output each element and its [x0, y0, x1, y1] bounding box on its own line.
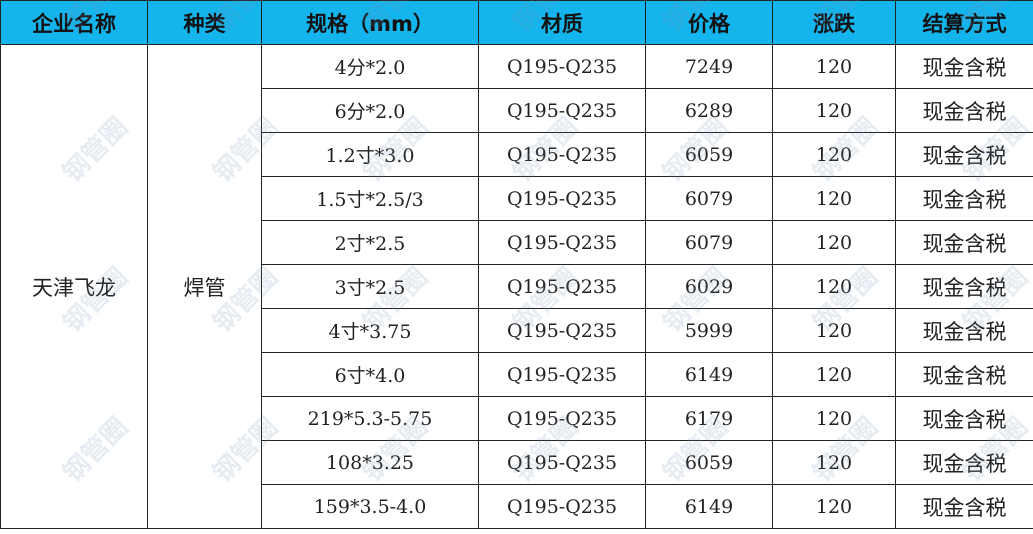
price-cell: 6149	[646, 353, 773, 397]
spec-cell: 6分*2.0	[262, 89, 479, 133]
price-cell: 5999	[646, 309, 773, 353]
price-cell: 6059	[646, 441, 773, 485]
material-cell: Q195-Q235	[479, 89, 646, 133]
price-cell: 6149	[646, 485, 773, 529]
price-cell: 6029	[646, 265, 773, 309]
spec-cell: 3寸*2.5	[262, 265, 479, 309]
settlement-cell: 现金含税	[896, 265, 1033, 309]
settlement-cell: 现金含税	[896, 89, 1033, 133]
change-cell: 120	[773, 485, 896, 529]
header-change: 涨跌	[773, 1, 896, 45]
header-category: 种类	[148, 1, 262, 45]
change-cell: 120	[773, 397, 896, 441]
spec-cell: 2寸*2.5	[262, 221, 479, 265]
header-settlement: 结算方式	[896, 1, 1033, 45]
material-cell: Q195-Q235	[479, 353, 646, 397]
header-price: 价格	[646, 1, 773, 45]
settlement-cell: 现金含税	[896, 485, 1033, 529]
settlement-cell: 现金含税	[896, 397, 1033, 441]
change-cell: 120	[773, 89, 896, 133]
change-cell: 120	[773, 441, 896, 485]
change-cell: 120	[773, 221, 896, 265]
settlement-cell: 现金含税	[896, 45, 1033, 89]
change-cell: 120	[773, 133, 896, 177]
spec-cell: 4寸*3.75	[262, 309, 479, 353]
material-cell: Q195-Q235	[479, 133, 646, 177]
material-cell: Q195-Q235	[479, 177, 646, 221]
spec-cell: 4分*2.0	[262, 45, 479, 89]
settlement-cell: 现金含税	[896, 221, 1033, 265]
settlement-cell: 现金含税	[896, 133, 1033, 177]
spec-cell: 108*3.25	[262, 441, 479, 485]
price-cell: 6289	[646, 89, 773, 133]
price-cell: 6179	[646, 397, 773, 441]
price-cell: 6079	[646, 177, 773, 221]
category-cell: 焊管	[148, 45, 262, 529]
material-cell: Q195-Q235	[479, 441, 646, 485]
settlement-cell: 现金含税	[896, 177, 1033, 221]
material-cell: Q195-Q235	[479, 397, 646, 441]
settlement-cell: 现金含税	[896, 441, 1033, 485]
change-cell: 120	[773, 45, 896, 89]
material-cell: Q195-Q235	[479, 265, 646, 309]
price-cell: 6079	[646, 221, 773, 265]
material-cell: Q195-Q235	[479, 45, 646, 89]
settlement-cell: 现金含税	[896, 309, 1033, 353]
material-cell: Q195-Q235	[479, 485, 646, 529]
company-cell: 天津飞龙	[1, 45, 148, 529]
spec-cell: 159*3.5-4.0	[262, 485, 479, 529]
spec-cell: 6寸*4.0	[262, 353, 479, 397]
header-material: 材质	[479, 1, 646, 45]
change-cell: 120	[773, 265, 896, 309]
settlement-cell: 现金含税	[896, 353, 1033, 397]
material-cell: Q195-Q235	[479, 221, 646, 265]
header-company: 企业名称	[1, 1, 148, 45]
header-row: 企业名称 种类 规格（mm） 材质 价格 涨跌 结算方式	[1, 1, 1033, 45]
change-cell: 120	[773, 353, 896, 397]
spec-cell: 1.2寸*3.0	[262, 133, 479, 177]
header-spec: 规格（mm）	[262, 1, 479, 45]
price-cell: 7249	[646, 45, 773, 89]
spec-cell: 1.5寸*2.5/3	[262, 177, 479, 221]
material-cell: Q195-Q235	[479, 309, 646, 353]
spec-cell: 219*5.3-5.75	[262, 397, 479, 441]
change-cell: 120	[773, 309, 896, 353]
price-cell: 6059	[646, 133, 773, 177]
change-cell: 120	[773, 177, 896, 221]
